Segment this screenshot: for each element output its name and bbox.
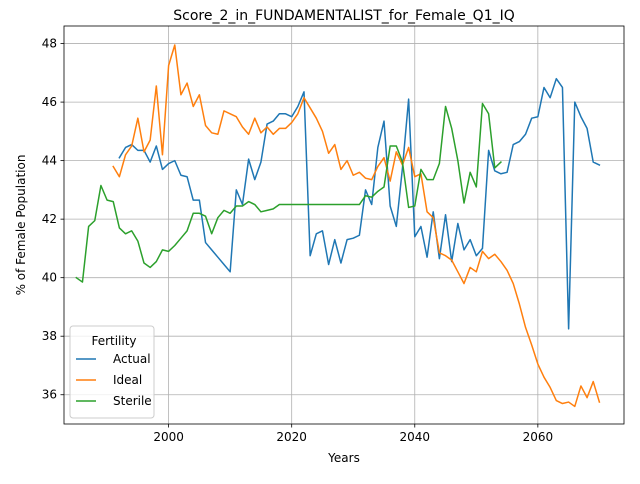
axis-ticks: 2000 2020 2040 2060 36 38 40 42 44 46 48 xyxy=(42,37,553,444)
series-lines xyxy=(75,44,601,408)
plot-frame xyxy=(63,25,625,425)
chart-title: Score_2_in_FUNDAMENTALIST_for_Female_Q1_… xyxy=(173,8,515,24)
series-line-ideal xyxy=(112,44,601,408)
y-tick-label: 46 xyxy=(42,95,57,109)
x-tick-label: 2060 xyxy=(523,430,554,444)
y-tick-label: 42 xyxy=(42,212,57,226)
series-line-actual xyxy=(118,77,601,330)
y-axis-label: % of Female Population xyxy=(14,155,28,296)
x-axis-label: Years xyxy=(327,451,360,465)
y-tick-label: 44 xyxy=(42,154,57,168)
y-tick-label: 40 xyxy=(42,271,57,285)
legend-label-ideal: Ideal xyxy=(113,373,142,387)
x-tick-label: 2000 xyxy=(153,430,184,444)
y-tick-label: 38 xyxy=(42,329,57,343)
legend-entries: Actual Ideal Sterile xyxy=(76,352,152,408)
y-tick-label: 48 xyxy=(42,37,57,51)
legend: Fertility Actual Ideal Sterile xyxy=(69,325,155,419)
legend-label-sterile: Sterile xyxy=(113,394,152,408)
series-line-sterile xyxy=(75,102,502,283)
legend-box xyxy=(69,325,155,419)
legend-title: Fertility xyxy=(91,334,136,348)
legend-label-actual: Actual xyxy=(113,352,151,366)
x-tick-label: 2020 xyxy=(276,430,307,444)
y-tick-label: 36 xyxy=(42,388,57,402)
x-tick-label: 2040 xyxy=(399,430,430,444)
